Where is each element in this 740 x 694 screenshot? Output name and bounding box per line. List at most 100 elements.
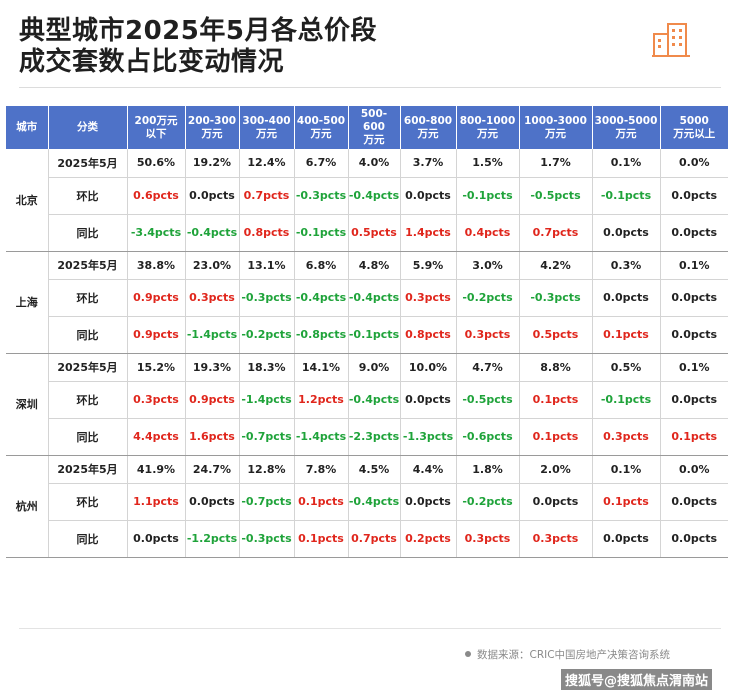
value-cell: 15.2% (127, 353, 186, 382)
table-row: 杭州 2025年5月 41.9% 24.7% 12.8% 7.8% 4.5% 4.4% 1.8%… (6, 455, 728, 558)
value-cell: 1.1pcts (127, 483, 186, 521)
value-cell: 0.0pcts (660, 316, 728, 354)
value-cell: 1.7% (519, 149, 593, 178)
value-cell: -0.4pcts (348, 483, 401, 521)
value-cell: 0.0pcts (660, 520, 728, 558)
value-cell: 38.8% (127, 251, 186, 280)
table-row: 上海 2025年5月 38.8% 23.0% 13.1% 6.8% 4.8% 5.9% 3.0%… (6, 251, 728, 354)
title-divider (19, 87, 721, 88)
value-cell: 0.3pcts (400, 279, 457, 317)
city-cell: 上海 (6, 251, 49, 354)
value-cell: 50.6% (127, 149, 186, 178)
value-cell: 0.4pcts (456, 214, 520, 252)
value-cell: 0.1% (660, 353, 728, 382)
table-row: 同比 0.9pcts -1.4pcts -0.2pcts -0.8pcts -0.1pct… (6, 316, 728, 354)
value-cell: 0.9pcts (127, 279, 186, 317)
column-header-line: 300-400 (242, 114, 291, 127)
column-header-line: 600-800 (403, 114, 453, 127)
row-label-cell: 2025年5月 (48, 149, 128, 178)
value-cell: 0.0% (660, 149, 728, 178)
value-cell: -2.3pcts (348, 418, 401, 456)
value-cell: 4.4pcts (127, 418, 186, 456)
value-cell: -1.3pcts (400, 418, 457, 456)
value-cell: 0.6pcts (127, 177, 186, 215)
value-cell: 0.1% (660, 251, 728, 280)
column-header-line: 1000-3000 (524, 114, 587, 127)
value-cell: 0.0% (660, 455, 728, 484)
row-label-cell: 环比 (48, 177, 128, 215)
value-cell: 0.1pcts (592, 483, 661, 521)
value-cell: 0.7pcts (348, 520, 401, 558)
column-header-line: 3000-5000 (594, 114, 658, 127)
value-cell: 4.8% (348, 251, 401, 280)
value-cell: 5.9% (400, 251, 457, 280)
value-cell: 2.0% (519, 455, 593, 484)
column-header-line: 万元 (477, 127, 498, 140)
value-cell: 0.0pcts (660, 214, 728, 252)
column-header-line: 城市 (16, 121, 38, 133)
value-cell: 0.3% (592, 251, 661, 280)
column-header-line: 200-300 (187, 114, 237, 127)
value-cell: -0.5pcts (456, 381, 520, 419)
value-cell: -0.3pcts (239, 520, 295, 558)
value-cell: -1.4pcts (185, 316, 240, 354)
value-cell: 0.0pcts (185, 483, 240, 521)
value-cell: -0.2pcts (239, 316, 295, 354)
watermark: 搜狐号@搜狐焦点渭南站 (561, 669, 713, 690)
row-label-cell: 环比 (48, 381, 128, 419)
value-cell: -0.4pcts (185, 214, 240, 252)
column-header-line: 万元 (201, 127, 223, 140)
value-cell: 1.8% (456, 455, 520, 484)
table-row: 同比 -3.4pcts -0.4pcts 0.8pcts -0.1pcts 0.5pcts… (6, 214, 728, 252)
value-cell: 0.2pcts (400, 520, 457, 558)
bullet-dot-icon (465, 651, 471, 657)
value-cell: 0.0pcts (400, 483, 457, 521)
building-icon (652, 23, 690, 57)
row-label-cell: 同比 (48, 214, 128, 252)
row-label-cell: 环比 (48, 279, 128, 317)
column-header-line: 万元 (417, 127, 439, 140)
value-cell: -0.5pcts (519, 177, 593, 215)
value-cell: 0.0pcts (400, 381, 457, 419)
column-header: 200-300 万元 (185, 106, 240, 149)
value-cell: 1.2pcts (294, 381, 349, 419)
value-cell: -0.8pcts (294, 316, 349, 354)
value-cell: -0.7pcts (239, 483, 295, 521)
value-cell: 0.1pcts (660, 418, 728, 456)
value-cell: 0.0pcts (592, 279, 661, 317)
value-cell: -0.3pcts (239, 279, 295, 317)
value-cell: 0.0pcts (127, 520, 186, 558)
value-cell: -0.3pcts (519, 279, 593, 317)
row-label-cell: 同比 (48, 316, 128, 354)
value-cell: 0.1% (592, 149, 661, 178)
value-cell: 0.1pcts (592, 316, 661, 354)
value-cell: 0.3pcts (592, 418, 661, 456)
value-cell: -0.4pcts (348, 381, 401, 419)
value-cell: 0.5pcts (348, 214, 401, 252)
value-cell: 0.1pcts (294, 520, 349, 558)
value-cell: 0.1pcts (519, 418, 593, 456)
value-cell: 7.8% (294, 455, 349, 484)
value-cell: 1.5% (456, 149, 520, 178)
value-cell: -1.4pcts (239, 381, 295, 419)
value-cell: 0.3pcts (456, 316, 520, 354)
value-cell: -0.2pcts (456, 279, 520, 317)
value-cell: 0.1pcts (519, 381, 593, 419)
value-cell: -0.1pcts (592, 381, 661, 419)
value-cell: 0.8pcts (400, 316, 457, 354)
value-cell: 3.0% (456, 251, 520, 280)
value-cell: 0.0pcts (660, 279, 728, 317)
value-cell: -0.1pcts (456, 177, 520, 215)
value-cell: -0.1pcts (592, 177, 661, 215)
value-cell: 0.3pcts (127, 381, 186, 419)
value-cell: 0.3pcts (456, 520, 520, 558)
table-row: 同比 4.4pcts 1.6pcts -0.7pcts -1.4pcts -2.3pcts… (6, 418, 728, 456)
value-cell: 24.7% (185, 455, 240, 484)
value-cell: 9.0% (348, 353, 401, 382)
value-cell: 8.8% (519, 353, 593, 382)
column-header-line: 500-600 (360, 108, 388, 133)
value-cell: 4.4% (400, 455, 457, 484)
value-cell: -1.4pcts (294, 418, 349, 456)
value-cell: 4.7% (456, 353, 520, 382)
city-cell: 深圳 (6, 353, 49, 456)
